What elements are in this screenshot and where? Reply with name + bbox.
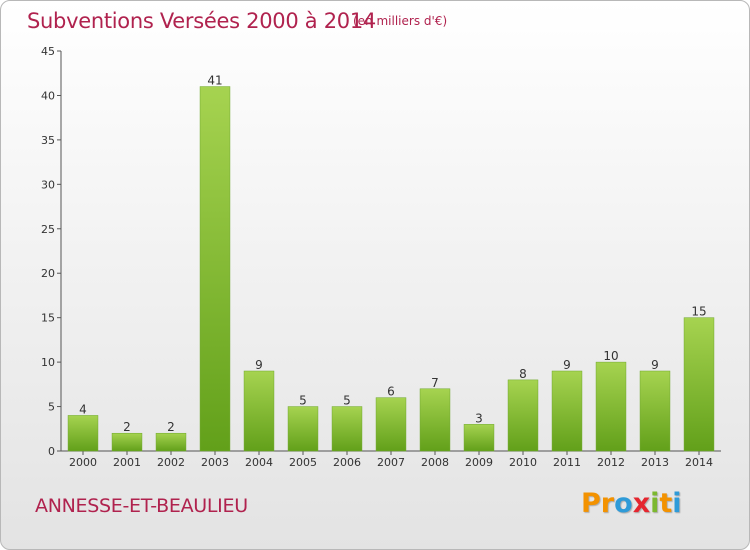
x-tick-label: 2000: [69, 456, 97, 469]
bar: [243, 370, 275, 452]
data-label: 2: [123, 420, 131, 434]
bar: [111, 432, 143, 452]
bar: [639, 370, 671, 452]
proxiti-logo: Proxiti: [581, 488, 682, 519]
chart-data-labels: 4 2 2 41 9 5 5 6 7 3 8 9 10 9 15: [79, 74, 706, 435]
x-tick-label: 2003: [201, 456, 229, 469]
bar: [595, 361, 627, 452]
y-tick-label: 15: [41, 312, 55, 325]
data-label: 5: [299, 394, 307, 408]
data-label: 7: [431, 376, 439, 390]
data-label: 9: [255, 358, 263, 372]
logo-letter: i: [650, 488, 660, 519]
data-label: 2: [167, 420, 175, 434]
data-label: 10: [603, 349, 618, 363]
logo-letter: x: [632, 488, 651, 519]
bar: [683, 317, 715, 452]
logo-letter: o: [614, 488, 633, 519]
x-tick-label: 2011: [553, 456, 581, 469]
x-tick-label: 2005: [289, 456, 317, 469]
bar: [287, 406, 319, 452]
bar: [507, 379, 539, 452]
y-tick-label: 10: [41, 356, 55, 369]
x-tick-label: 2007: [377, 456, 405, 469]
x-tick-label: 2014: [685, 456, 713, 469]
bar: [375, 397, 407, 452]
chart-title: Subventions Versées 2000 à 2014: [27, 9, 376, 33]
x-tick-label: 2009: [465, 456, 493, 469]
bar: [199, 86, 231, 452]
logo-letter: r: [600, 488, 615, 519]
bar: [551, 370, 583, 452]
y-tick-label: 40: [41, 89, 55, 102]
commune-name: ANNESSE-ET-BEAULIEU: [35, 495, 248, 517]
bar: [463, 424, 495, 452]
y-tick-label: 35: [41, 134, 55, 147]
data-label: 8: [519, 367, 527, 381]
logo-letter: i: [672, 488, 682, 519]
data-label: 5: [343, 394, 351, 408]
y-tick-label: 5: [48, 401, 55, 414]
data-label: 6: [387, 385, 395, 399]
data-label: 9: [651, 358, 659, 372]
x-tick-label: 2004: [245, 456, 273, 469]
y-tick-label: 45: [41, 45, 55, 58]
data-label: 4: [79, 402, 87, 416]
logo-letter: P: [581, 488, 601, 519]
data-label: 15: [691, 305, 706, 319]
data-label: 3: [475, 411, 483, 425]
x-tick-label: 2008: [421, 456, 449, 469]
bar: [67, 415, 99, 452]
y-tick-label: 0: [48, 445, 55, 458]
bar: [331, 406, 363, 452]
bar: [419, 388, 451, 452]
chart-bars: [67, 86, 715, 452]
data-label: 9: [563, 358, 571, 372]
y-tick-label: 25: [41, 223, 55, 236]
x-tick-label: 2013: [641, 456, 669, 469]
logo-letter: t: [659, 488, 673, 519]
y-tick-label: 20: [41, 267, 55, 280]
chart-subtitle: (en milliers d'€): [353, 14, 448, 28]
x-tick-label: 2012: [597, 456, 625, 469]
x-tick-label: 2006: [333, 456, 361, 469]
y-tick-label: 30: [41, 178, 55, 191]
data-label: 41: [207, 74, 222, 88]
x-tick-label: 2002: [157, 456, 185, 469]
bar: [155, 432, 187, 452]
x-tick-label: 2010: [509, 456, 537, 469]
x-tick-label: 2001: [113, 456, 141, 469]
